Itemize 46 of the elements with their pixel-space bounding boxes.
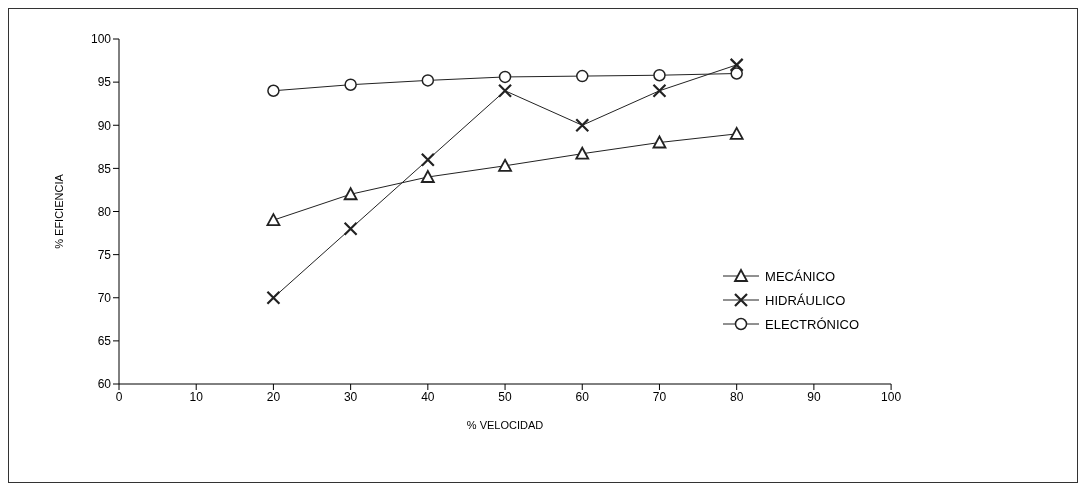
x-tick-label: 10 (189, 389, 204, 404)
x-tick-label: 50 (498, 389, 513, 404)
point (497, 83, 513, 98)
y-tick-label: 90 (97, 118, 112, 133)
x-tick-label: 70 (652, 389, 667, 404)
x-tick-label: 20 (266, 389, 281, 404)
legend-label: MECÁNICO (765, 268, 836, 284)
point (420, 170, 435, 183)
x-tick-label: 0 (115, 389, 123, 404)
x-axis-title: % VELOCIDAD (466, 419, 544, 431)
point (420, 152, 435, 167)
x-tick-label: 90 (807, 389, 821, 404)
point (343, 221, 358, 236)
y-tick-label: 100 (90, 32, 112, 47)
point (421, 74, 435, 87)
y-tick-label: 85 (97, 161, 112, 176)
point (575, 146, 590, 160)
point (730, 67, 743, 80)
y-tick-label: 75 (97, 247, 112, 262)
point (576, 69, 589, 83)
point (498, 158, 512, 172)
point (729, 57, 744, 72)
point (498, 70, 512, 84)
point (343, 187, 358, 201)
point (729, 126, 744, 140)
y-tick-label: 80 (97, 204, 112, 219)
point (652, 83, 667, 98)
y-axis-title: % EFICIENCIA (52, 173, 65, 249)
x-tick-label: 40 (421, 389, 435, 404)
point (652, 135, 667, 149)
point (266, 213, 281, 227)
x-tick-label: 100 (881, 389, 902, 404)
x-tick-label: 30 (343, 389, 358, 404)
y-tick-label: 95 (97, 75, 112, 90)
point (344, 78, 357, 91)
y-tick-label: 70 (97, 291, 112, 306)
x-tick-label: 80 (730, 389, 744, 404)
point (653, 68, 666, 82)
y-tick-label: 65 (97, 334, 112, 349)
x-tick-label: 60 (575, 389, 590, 404)
point (267, 84, 280, 97)
legend-label: ELECTRÓNICO (765, 316, 859, 332)
point (266, 290, 281, 305)
legend-label: HIDRÁULICO (765, 292, 846, 308)
y-tick-label: 60 (97, 377, 112, 392)
point (575, 118, 590, 133)
